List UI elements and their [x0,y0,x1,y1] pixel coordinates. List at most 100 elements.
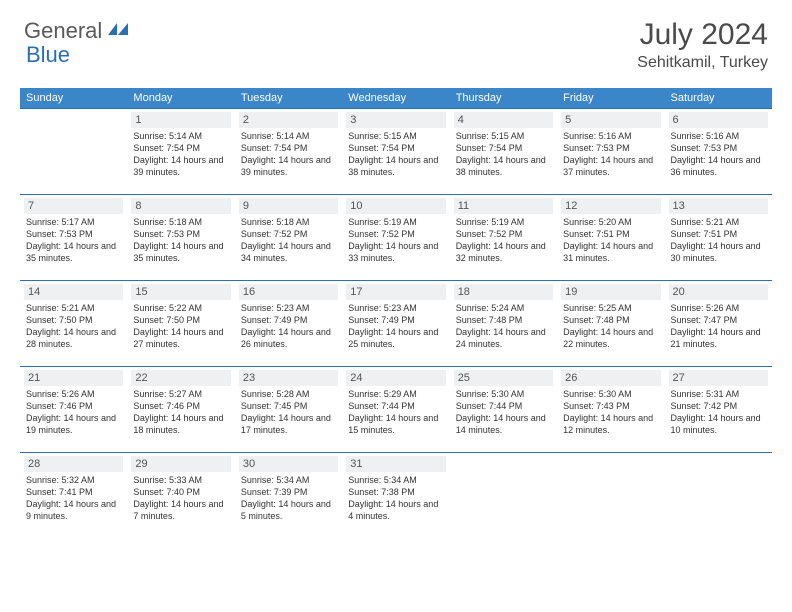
day-number: 23 [239,370,338,386]
day-number: 24 [346,370,445,386]
calendar-cell: 17Sunrise: 5:23 AMSunset: 7:49 PMDayligh… [342,281,449,367]
logo-icon [108,21,130,42]
day-details: Sunrise: 5:34 AMSunset: 7:39 PMDaylight:… [239,474,338,523]
day-details: Sunrise: 5:30 AMSunset: 7:44 PMDaylight:… [454,388,553,437]
calendar-cell: 19 Sunrise: 5:25 AMSunset: 7:48 PMDayligh… [557,281,664,367]
logo: General [24,18,134,44]
calendar-cell: 13 Sunrise: 5:21 AMSunset: 7:51 PMDayligh… [665,195,772,281]
day-details: Sunrise: 5:29 AMSunset: 7:44 PMDaylight:… [346,388,445,437]
day-number: 2 [239,112,338,128]
calendar-week: 14 Sunrise: 5:21 AMSunset: 7:50 PMDayligh… [20,281,772,367]
calendar-week: 7 Sunrise: 5:17 AMSunset: 7:53 PMDaylight… [20,195,772,281]
day-number: 16 [239,284,338,300]
day-details: Sunrise: 5:19 AMSunset: 7:52 PMDaylight:… [454,216,553,265]
day-details: Sunrise: 5:31 AMSunset: 7:42 PMDaylight:… [669,388,768,437]
day-details: Sunrise: 5:21 AMSunset: 7:51 PMDaylight:… [669,216,768,265]
day-details: Sunrise: 5:14 AMSunset: 7:54 PMDaylight:… [239,130,338,179]
day-details: Sunrise: 5:16 AMSunset: 7:53 PMDaylight:… [561,130,660,179]
weekday-header: Tuesday [235,88,342,109]
calendar-cell: 1Sunrise: 5:14 AMSunset: 7:54 PMDaylight… [127,109,234,195]
day-details: Sunrise: 5:20 AMSunset: 7:51 PMDaylight:… [561,216,660,265]
day-number: 18 [454,284,553,300]
day-number: 26 [561,370,660,386]
weekday-header: Monday [127,88,234,109]
calendar-cell: 23 Sunrise: 5:28 AMSunset: 7:45 PMDayligh… [235,367,342,453]
calendar-cell [450,453,557,539]
calendar-cell: 12Sunrise: 5:20 AMSunset: 7:51 PMDayligh… [557,195,664,281]
day-number: 3 [346,112,445,128]
calendar-cell: 6Sunrise: 5:16 AMSunset: 7:53 PMDaylight… [665,109,772,195]
day-number: 19 [561,284,660,300]
calendar-cell: 21Sunrise: 5:26 AMSunset: 7:46 PMDayligh… [20,367,127,453]
calendar-cell: 9 Sunrise: 5:18 AMSunset: 7:52 PMDaylight… [235,195,342,281]
day-number: 5 [561,112,660,128]
day-details: Sunrise: 5:25 AMSunset: 7:48 PMDaylight:… [561,302,660,351]
weekday-header: Friday [557,88,664,109]
weekday-header: Thursday [450,88,557,109]
calendar-cell: 29Sunrise: 5:33 AMSunset: 7:40 PMDayligh… [127,453,234,539]
logo-sub: Blue [26,42,70,67]
day-details: Sunrise: 5:28 AMSunset: 7:45 PMDaylight:… [239,388,338,437]
calendar-table: SundayMondayTuesdayWednesdayThursdayFrid… [20,88,772,539]
calendar-cell: 4Sunrise: 5:15 AMSunset: 7:54 PMDaylight… [450,109,557,195]
calendar-cell: 20Sunrise: 5:26 AMSunset: 7:47 PMDayligh… [665,281,772,367]
calendar-week: 21Sunrise: 5:26 AMSunset: 7:46 PMDayligh… [20,367,772,453]
weekday-header: Saturday [665,88,772,109]
weekday-header: Sunday [20,88,127,109]
calendar-cell: 18Sunrise: 5:24 AMSunset: 7:48 PMDayligh… [450,281,557,367]
day-details: Sunrise: 5:18 AMSunset: 7:52 PMDaylight:… [239,216,338,265]
calendar-cell: 27 Sunrise: 5:31 AMSunset: 7:42 PMDayligh… [665,367,772,453]
day-number: 8 [131,198,230,214]
calendar-cell: 8 Sunrise: 5:18 AMSunset: 7:53 PMDaylight… [127,195,234,281]
calendar-body: 1 Sunrise: 5:14 AMSunset: 7:54 PMDaylight… [20,109,772,539]
day-details: Sunrise: 5:17 AMSunset: 7:53 PMDaylight:… [24,216,123,265]
day-number: 25 [454,370,553,386]
calendar-head: SundayMondayTuesdayWednesdayThursdayFrid… [20,88,772,109]
day-number: 29 [131,456,230,472]
day-details: Sunrise: 5:15 AMSunset: 7:54 PMDaylight:… [454,130,553,179]
day-details: Sunrise: 5:21 AMSunset: 7:50 PMDaylight:… [24,302,123,351]
day-number: 7 [24,198,123,214]
day-number: 28 [24,456,123,472]
day-details: Sunrise: 5:32 AMSunset: 7:41 PMDaylight:… [24,474,123,523]
calendar-cell: 28 Sunrise: 5:32 AMSunset: 7:41 PMDayligh… [20,453,127,539]
day-number: 1 [131,112,230,128]
calendar-cell: 5 Sunrise: 5:16 AMSunset: 7:53 PMDaylight… [557,109,664,195]
calendar-week: 1 Sunrise: 5:14 AMSunset: 7:54 PMDaylight… [20,109,772,195]
day-details: Sunrise: 5:23 AMSunset: 7:49 PMDaylight:… [239,302,338,351]
day-details: Sunrise: 5:16 AMSunset: 7:53 PMDaylight:… [669,130,768,179]
day-number: 31 [346,456,445,472]
calendar-cell [665,453,772,539]
day-number: 9 [239,198,338,214]
calendar-cell: 11Sunrise: 5:19 AMSunset: 7:52 PMDayligh… [450,195,557,281]
day-number: 22 [131,370,230,386]
day-details: Sunrise: 5:23 AMSunset: 7:49 PMDaylight:… [346,302,445,351]
calendar-cell: 30 Sunrise: 5:34 AMSunset: 7:39 PMDayligh… [235,453,342,539]
calendar-cell: 22 Sunrise: 5:27 AMSunset: 7:46 PMDayligh… [127,367,234,453]
calendar-week: 28 Sunrise: 5:32 AMSunset: 7:41 PMDayligh… [20,453,772,539]
calendar-cell [557,453,664,539]
calendar-cell: 24 Sunrise: 5:29 AMSunset: 7:44 PMDayligh… [342,367,449,453]
day-details: Sunrise: 5:19 AMSunset: 7:52 PMDaylight:… [346,216,445,265]
day-details: Sunrise: 5:27 AMSunset: 7:46 PMDaylight:… [131,388,230,437]
calendar-cell: 14 Sunrise: 5:21 AMSunset: 7:50 PMDayligh… [20,281,127,367]
day-number: 27 [669,370,768,386]
calendar-cell: 31Sunrise: 5:34 AMSunset: 7:38 PMDayligh… [342,453,449,539]
calendar-cell: 16 Sunrise: 5:23 AMSunset: 7:49 PMDayligh… [235,281,342,367]
day-number: 13 [669,198,768,214]
day-details: Sunrise: 5:30 AMSunset: 7:43 PMDaylight:… [561,388,660,437]
calendar-cell: 26 Sunrise: 5:30 AMSunset: 7:43 PMDayligh… [557,367,664,453]
calendar-cell: 10 Sunrise: 5:19 AMSunset: 7:52 PMDayligh… [342,195,449,281]
day-details: Sunrise: 5:26 AMSunset: 7:47 PMDaylight:… [669,302,768,351]
location: Sehitkamil, Turkey [637,54,768,72]
day-number: 30 [239,456,338,472]
day-number: 10 [346,198,445,214]
day-number: 14 [24,284,123,300]
calendar-cell: 7 Sunrise: 5:17 AMSunset: 7:53 PMDaylight… [20,195,127,281]
calendar-cell: 25 Sunrise: 5:30 AMSunset: 7:44 PMDayligh… [450,367,557,453]
day-details: Sunrise: 5:22 AMSunset: 7:50 PMDaylight:… [131,302,230,351]
calendar-cell: 2 Sunrise: 5:14 AMSunset: 7:54 PMDaylight… [235,109,342,195]
day-number: 21 [24,370,123,386]
logo-sub-wrap: Blue [26,42,70,68]
day-details: Sunrise: 5:18 AMSunset: 7:53 PMDaylight:… [131,216,230,265]
